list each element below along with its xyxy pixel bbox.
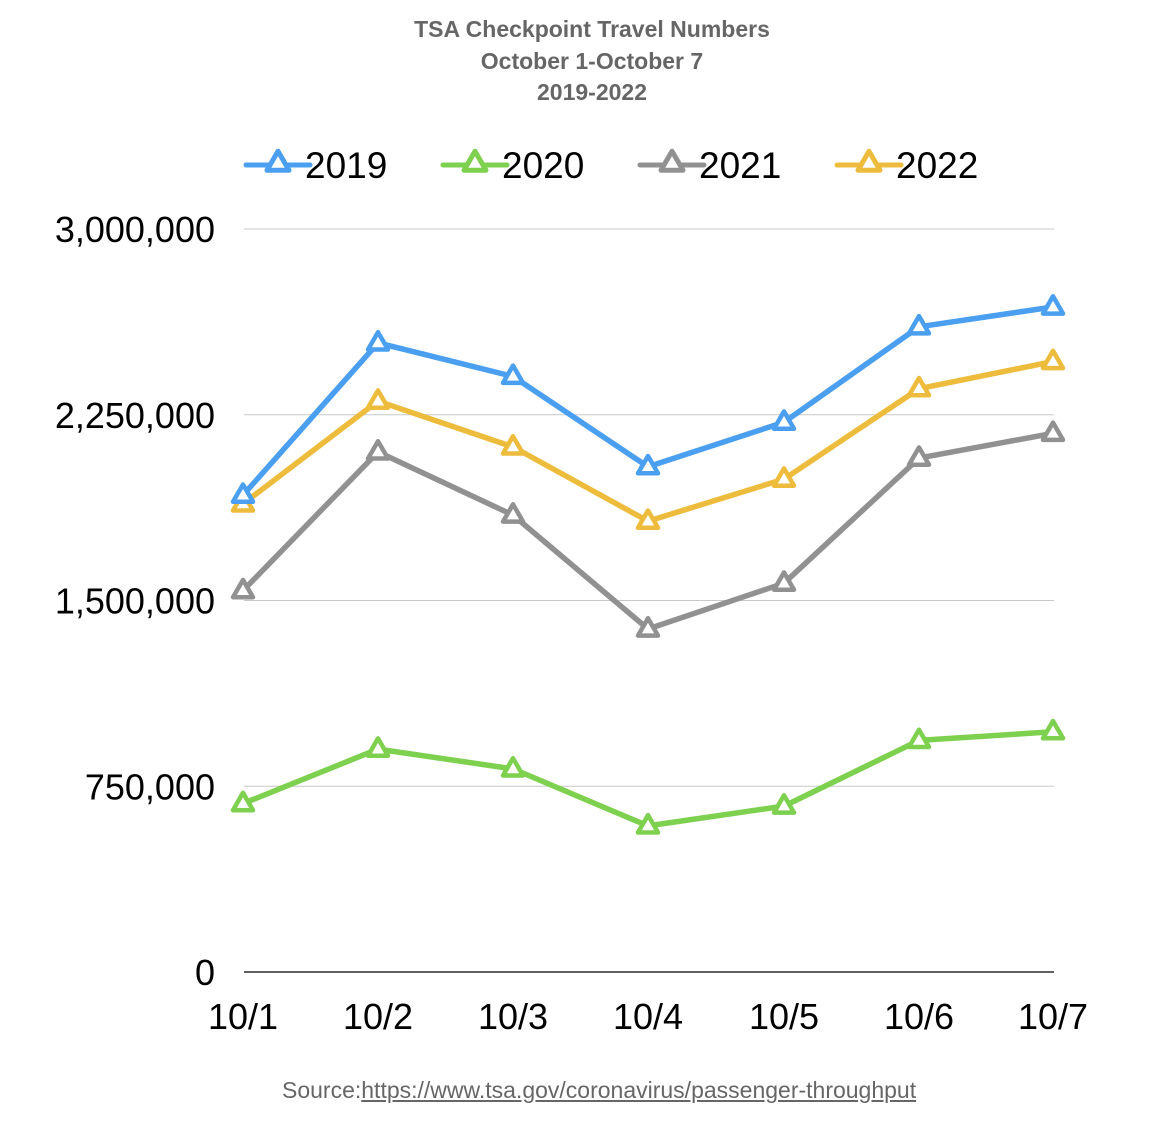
data-point-2019-10-3 bbox=[500, 363, 526, 386]
data-point-2021-10-7 bbox=[1040, 420, 1066, 443]
series-2022 bbox=[230, 348, 1066, 531]
series-line-2020 bbox=[240, 729, 1056, 829]
legend-triangle-marker bbox=[264, 148, 292, 173]
x-axis: 10/1 10/2 10/3 10/4 10/5 10/6 10/7 bbox=[208, 996, 1088, 1037]
data-point-2019-10-2 bbox=[365, 329, 391, 352]
legend-item-2022: 2022 bbox=[834, 145, 978, 186]
data-point-2020-10-7 bbox=[1040, 718, 1066, 741]
x-tick-label: 10/4 bbox=[613, 996, 683, 1037]
data-point-2020-10-1 bbox=[230, 790, 256, 813]
legend-label: 2019 bbox=[305, 145, 387, 186]
data-point-2021-10-3 bbox=[500, 502, 526, 524]
data-point-2021-10-1 bbox=[230, 577, 256, 600]
data-point-2022-10-2 bbox=[365, 388, 391, 410]
data-point-2020-10-6 bbox=[906, 727, 932, 750]
data-point-2019-10-7 bbox=[1040, 294, 1066, 316]
x-tick-label: 10/2 bbox=[343, 996, 413, 1037]
legend-item-2021: 2021 bbox=[637, 145, 781, 186]
legend-label: 2022 bbox=[896, 145, 978, 186]
gridlines bbox=[244, 228, 1054, 973]
series-2019 bbox=[230, 294, 1066, 505]
series-line-2022 bbox=[240, 358, 1056, 524]
data-point-2021-10-5 bbox=[771, 570, 797, 592]
data-point-2020-10-3 bbox=[500, 755, 526, 778]
y-tick-label: 3,000,000 bbox=[55, 209, 215, 250]
legend-triangle-marker bbox=[658, 148, 686, 173]
plot-area bbox=[230, 294, 1066, 835]
y-tick-label: 1,500,000 bbox=[55, 581, 215, 622]
data-point-2021-10-6 bbox=[906, 445, 932, 467]
y-tick-label: 0 bbox=[195, 952, 215, 993]
y-tick-label: 750,000 bbox=[85, 766, 215, 807]
x-tick-label: 10/6 bbox=[884, 996, 954, 1037]
data-point-2022-10-6 bbox=[906, 375, 932, 398]
legend-item-2020: 2020 bbox=[440, 145, 584, 186]
data-point-2022-10-5 bbox=[771, 466, 797, 488]
legend-item-2019: 2019 bbox=[243, 145, 387, 186]
chart-title-line-1: TSA Checkpoint Travel Numbers bbox=[414, 16, 770, 42]
series-2020 bbox=[230, 718, 1066, 835]
legend-label: 2021 bbox=[699, 145, 781, 186]
data-point-2019-10-6 bbox=[906, 313, 932, 336]
data-point-2022-10-3 bbox=[500, 433, 526, 456]
source-note: Source:https://www.tsa.gov/coronavirus/p… bbox=[282, 1077, 916, 1104]
x-tick-label: 10/1 bbox=[208, 996, 278, 1037]
data-point-2020-10-2 bbox=[365, 736, 391, 758]
data-point-2020-10-4 bbox=[635, 812, 661, 835]
legend: 2019 2020 2021 2022 bbox=[243, 145, 978, 186]
source-link[interactable]: https://www.tsa.gov/coronavirus/passenge… bbox=[361, 1077, 917, 1103]
legend-triangle-marker bbox=[461, 148, 489, 173]
x-tick-label: 10/5 bbox=[749, 996, 819, 1037]
source-prefix: Source: bbox=[282, 1077, 362, 1103]
x-tick-label: 10/7 bbox=[1018, 996, 1088, 1037]
y-tick-label: 2,250,000 bbox=[55, 395, 215, 436]
data-point-2020-10-5 bbox=[771, 793, 797, 815]
data-point-2021-10-2 bbox=[365, 438, 391, 461]
data-point-2019-10-1 bbox=[230, 482, 256, 505]
data-point-2022-10-4 bbox=[635, 508, 661, 531]
y-axis: 0 750,000 1,500,000 2,250,000 3,000,000 bbox=[55, 209, 215, 993]
legend-triangle-marker bbox=[855, 148, 883, 173]
chart-title: TSA Checkpoint Travel Numbers October 1-… bbox=[414, 16, 770, 105]
legend-label: 2020 bbox=[502, 145, 584, 186]
series-2021 bbox=[230, 420, 1066, 638]
data-point-2022-10-7 bbox=[1040, 348, 1066, 371]
x-tick-label: 10/3 bbox=[478, 996, 548, 1037]
chart-title-line-3: 2019-2022 bbox=[537, 79, 647, 105]
data-point-2019-10-4 bbox=[635, 453, 661, 476]
chart-title-line-2: October 1-October 7 bbox=[481, 48, 703, 74]
data-point-2019-10-5 bbox=[771, 409, 797, 432]
data-point-2021-10-4 bbox=[635, 615, 661, 638]
